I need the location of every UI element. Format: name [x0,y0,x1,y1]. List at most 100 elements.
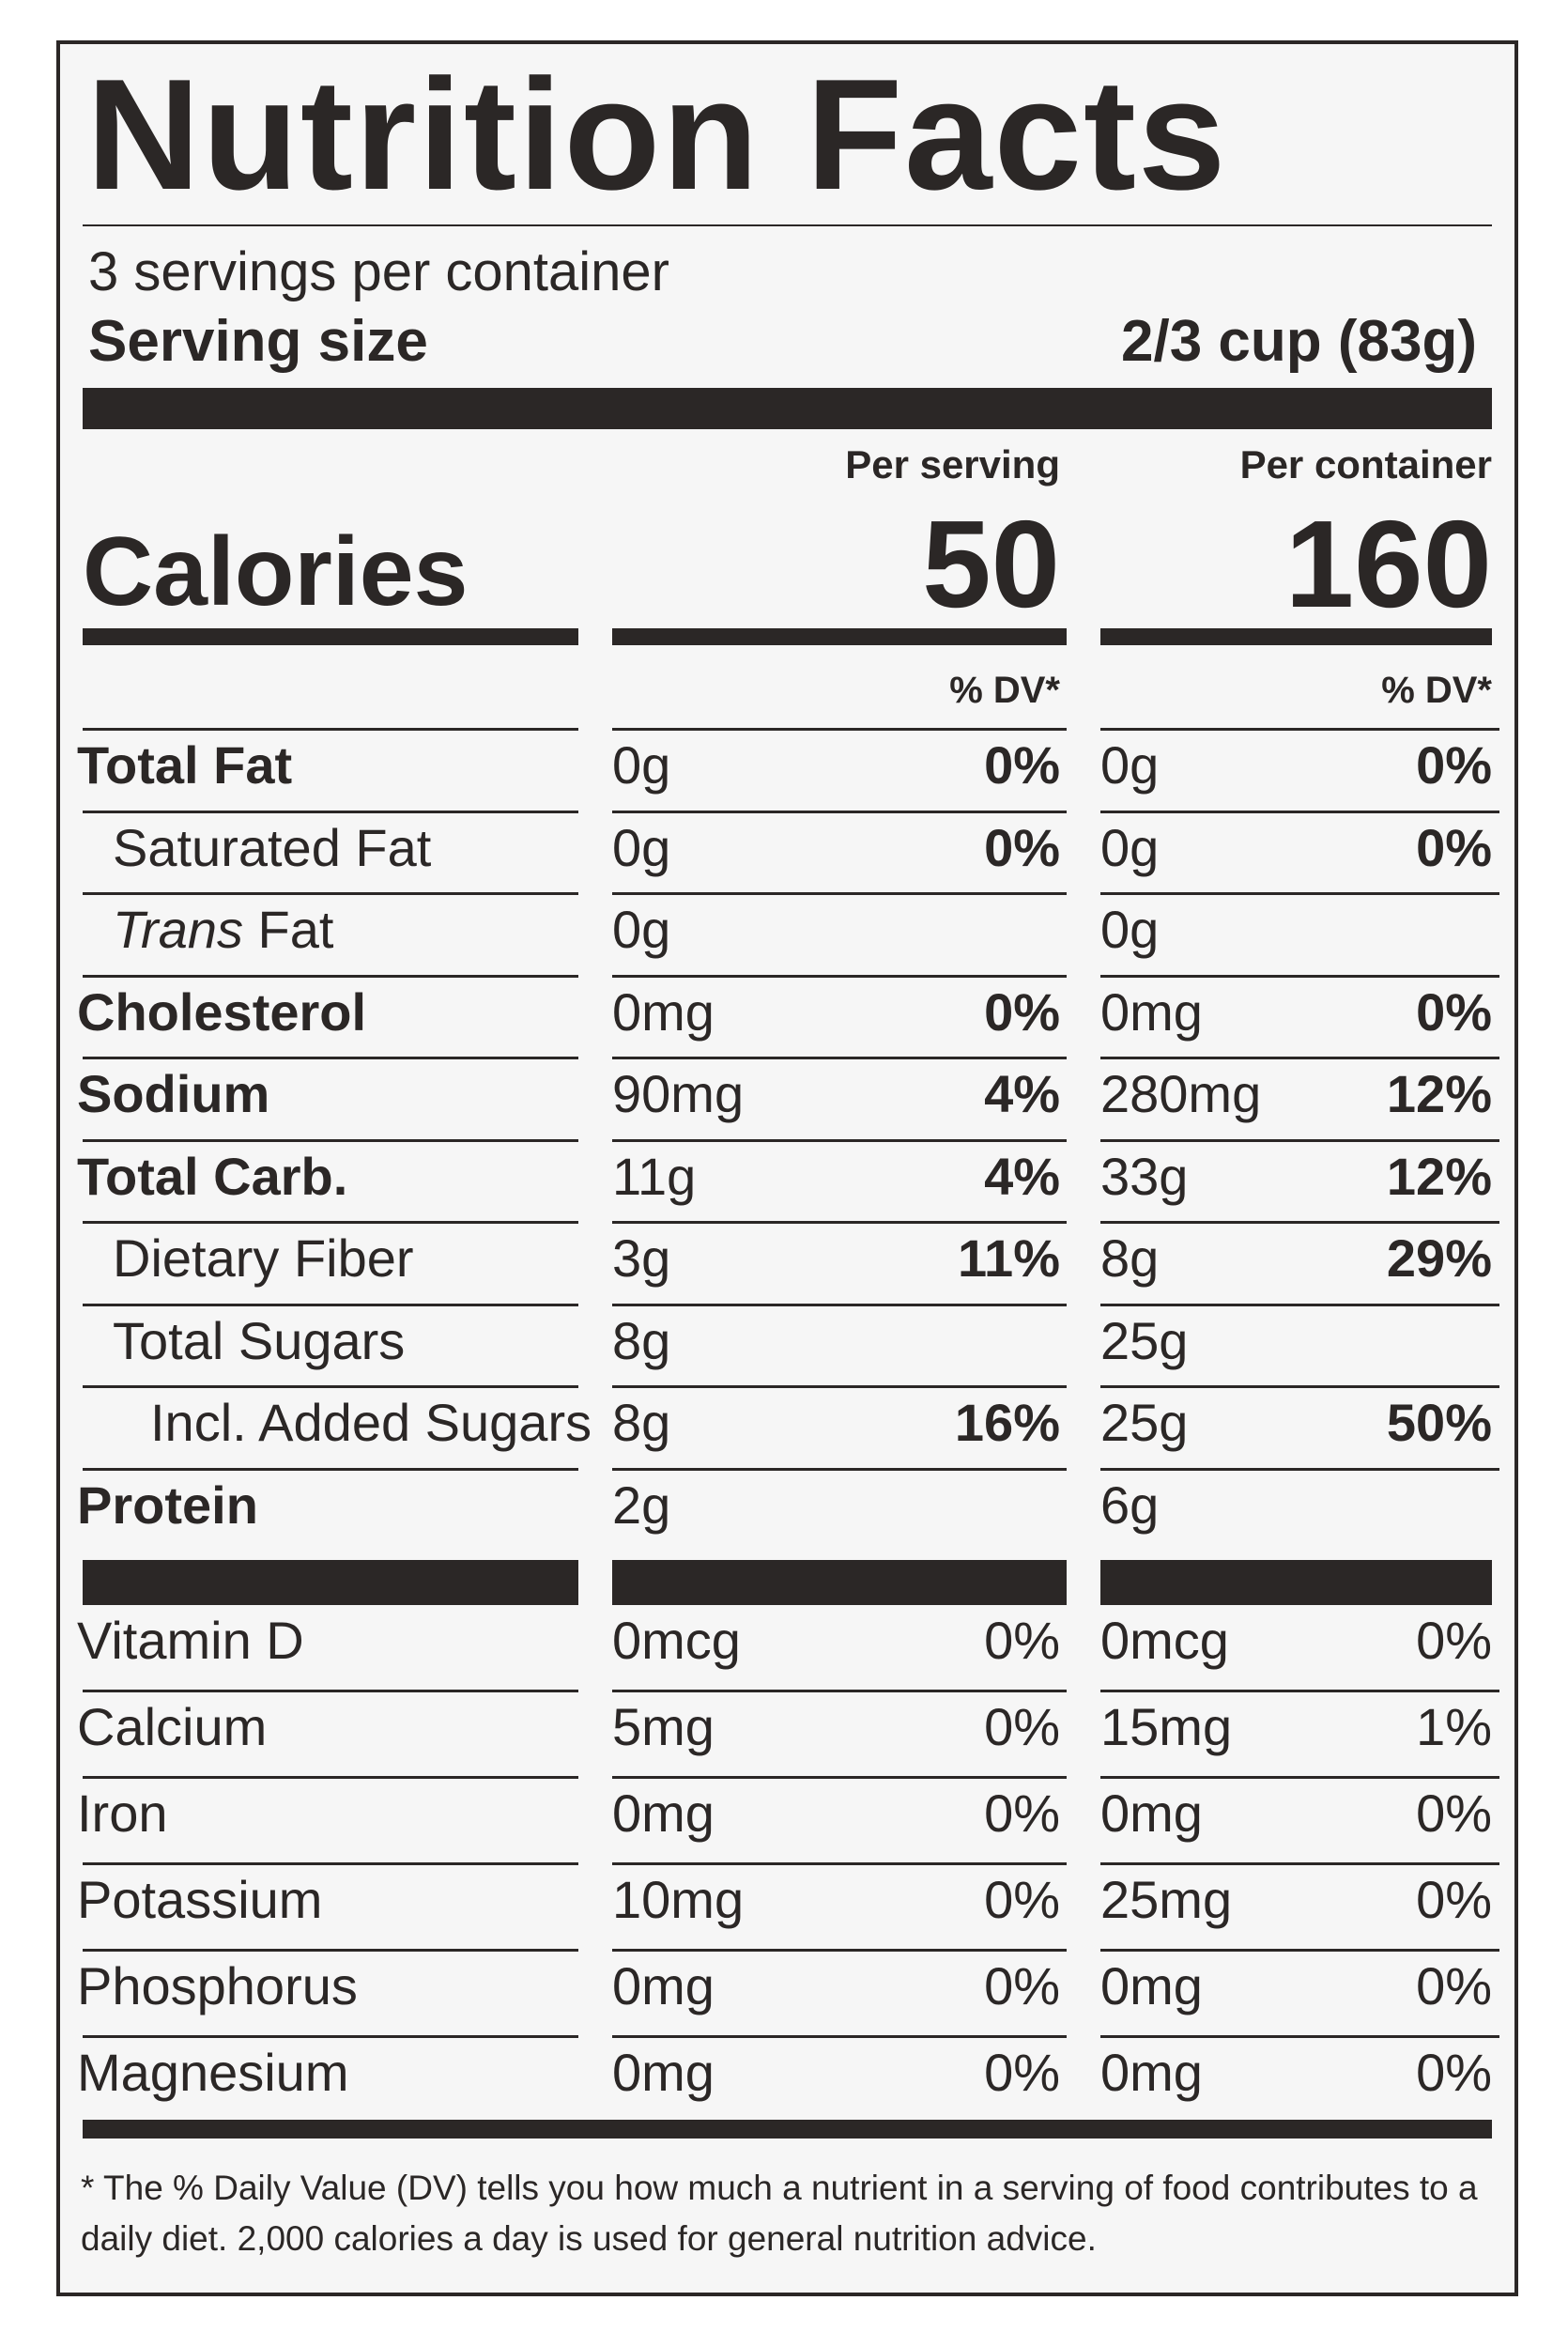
row-divider [612,1776,1067,1779]
serving-dv: 16% [954,1393,1060,1452]
container-dv: 1% [1416,1697,1492,1756]
serving-amount: 8g [612,1310,671,1370]
calories-bar-mid [612,628,1067,645]
container-amount: 280mg [1100,1064,1262,1123]
footnote: * The % Daily Value (DV) tells you how m… [81,2169,1478,2258]
bottom-thick-bar [83,2120,1492,2139]
row-divider [1100,892,1499,895]
serving-dv: 0% [984,1611,1060,1670]
container-amount: 6g [1100,1475,1160,1535]
container-dv: 29% [1386,1228,1492,1288]
row-divider [1100,1467,1499,1471]
container-dv: 0% [1416,2043,1492,2102]
container-dv: 12% [1386,1064,1492,1123]
serving-dv: 4% [984,1146,1060,1206]
serving-amount: 0mcg [612,1611,741,1670]
row-divider [1100,1776,1499,1779]
container-dv: 0% [1416,981,1492,1042]
row-divider [83,1138,578,1142]
row-divider [83,2035,578,2038]
container-amount: 15mg [1100,1697,1233,1756]
container-amount: 0mg [1100,1783,1203,1843]
serving-dv: 0% [984,1783,1060,1843]
nutrition-label: Nutrition Facts 3 servings per container… [56,40,1518,2296]
row-divider [1100,1057,1499,1059]
row-divider [83,1385,578,1388]
row-divider [83,1221,578,1224]
container-dv: 50% [1386,1393,1492,1452]
container-amount: 33g [1100,1146,1189,1206]
label-title: Nutrition Facts [86,46,1228,223]
row-divider [612,1385,1067,1388]
nutrient-name-italic: Trans [113,900,243,959]
nutrient-name: Saturated Fat [113,817,432,877]
divider [83,224,1492,226]
nutrient-name: Dietary Fiber [113,1228,414,1288]
calories-bar-right [1100,628,1492,645]
row-divider [612,1303,1067,1306]
serving-dv: 0% [984,1956,1060,2015]
row-divider [83,810,578,813]
per-serving-label: Per serving [845,442,1060,486]
row-divider [83,1467,578,1471]
nutrient-name: Vitamin D [77,1611,304,1670]
serving-size-value: 2/3 cup (83g) [1121,309,1477,374]
row-divider [83,974,578,978]
serving-dv: 0% [984,1697,1060,1756]
row-divider [1100,2035,1499,2038]
container-amount: 0g [1100,735,1160,795]
container-amount: 25g [1100,1310,1189,1370]
nutrient-name: Cholesterol [77,981,367,1042]
serving-amount: 0mg [612,981,715,1042]
container-dv: 0% [1416,1611,1492,1670]
row-divider [1100,974,1499,978]
serving-amount: 10mg [612,1870,745,1929]
row-divider [612,1467,1067,1471]
calories-bar-left [83,628,578,645]
row-divider [1100,728,1499,731]
container-amount: 8g [1100,1228,1160,1288]
nutrient-name: Protein [77,1475,258,1535]
dv-header-serving: % DV* [949,670,1060,711]
serving-amount: 5mg [612,1697,715,1756]
serving-dv: 0% [984,981,1060,1042]
container-dv: 12% [1386,1146,1492,1206]
row-divider [83,728,578,731]
serving-amount: 0g [612,817,671,877]
row-divider [612,1862,1067,1865]
nutrient-name: Total Fat [77,735,293,795]
nutrient-name: Iron [77,1783,168,1843]
row-divider [83,1057,578,1059]
serving-dv: 0% [984,2043,1060,2102]
per-container-label: Per container [1239,442,1492,486]
container-amount: 0mg [1100,1956,1203,2015]
row-divider [83,1690,578,1692]
servings-per-container: 3 servings per container [88,241,669,302]
row-divider [612,810,1067,813]
row-divider [83,1862,578,1865]
serving-amount: 0mg [612,1783,715,1843]
row-divider [1100,1949,1499,1952]
serving-amount: 0g [612,735,671,795]
row-divider [83,1949,578,1952]
row-divider [612,2035,1067,2038]
container-amount: 25g [1100,1393,1189,1452]
serving-dv: 0% [984,735,1060,795]
row-divider [1100,1862,1499,1865]
container-dv: 0% [1416,817,1492,877]
container-amount: 25mg [1100,1870,1233,1929]
row-divider [1100,810,1499,813]
calories-per-serving: 50 [922,495,1060,633]
container-amount: 0mcg [1100,1611,1229,1670]
nutrient-name: Phosphorus [77,1956,358,2015]
dv-header-container: % DV* [1381,670,1492,711]
row-divider [1100,1690,1499,1692]
serving-dv: 11% [958,1228,1060,1288]
row-divider [1100,1385,1499,1388]
serving-amount: 90mg [612,1064,745,1123]
nutrient-name: Calcium [77,1697,268,1756]
row-divider [612,1221,1067,1224]
serving-amount: 0mg [612,1956,715,2015]
vitamin-bar-mid [612,1560,1067,1605]
serving-amount: 0g [612,900,671,959]
